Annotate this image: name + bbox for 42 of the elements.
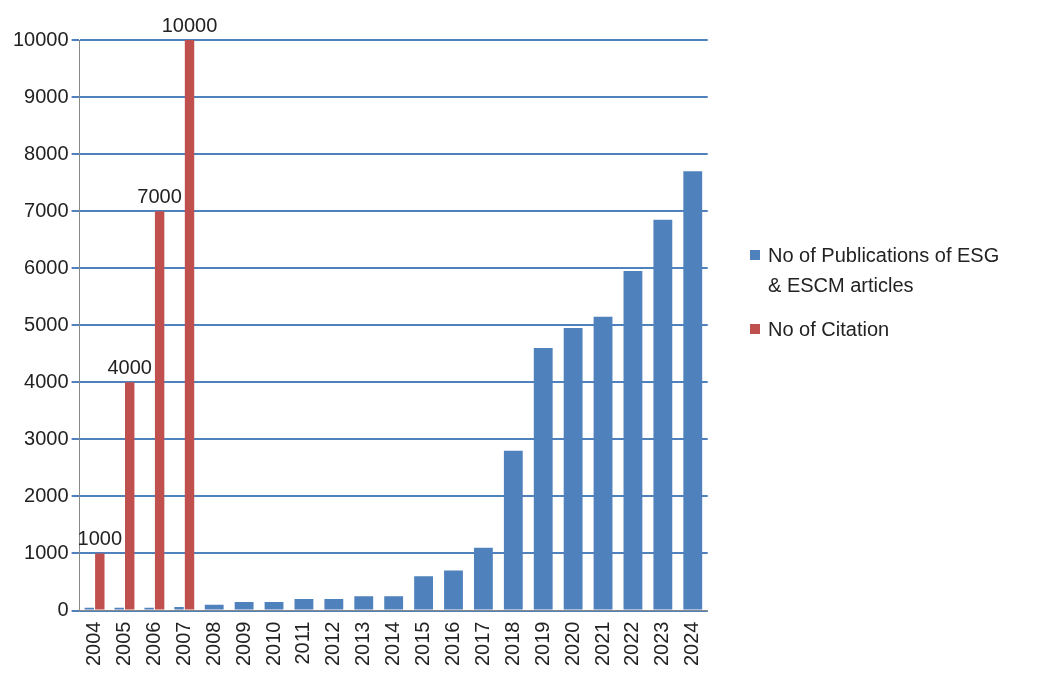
x-tick-label: 2010 xyxy=(261,621,284,667)
x-tick-label: 2004 xyxy=(82,621,105,667)
bar xyxy=(125,382,135,610)
x-tick-label: 2009 xyxy=(231,621,254,667)
y-tick-label: 9000 xyxy=(24,84,69,107)
y-tick-label: 8000 xyxy=(24,141,69,164)
y-tick-label: 10000 xyxy=(12,27,69,50)
x-tick-label: 2011 xyxy=(291,621,314,665)
y-tick-label: 6000 xyxy=(24,255,69,278)
data-label: 4000 xyxy=(107,355,152,378)
y-tick-label: 0 xyxy=(57,598,69,621)
y-tick-label: 2000 xyxy=(24,483,69,506)
x-tick-label: 2016 xyxy=(441,621,463,667)
x-tick-label: 2006 xyxy=(141,621,164,667)
x-tick-label: 2005 xyxy=(112,621,134,667)
data-label: 10000 xyxy=(161,13,218,36)
x-tick-label: 2014 xyxy=(381,621,404,667)
x-tick-label: 2008 xyxy=(201,621,224,667)
y-tick-label: 4000 xyxy=(24,369,69,392)
x-tick-label: 2013 xyxy=(351,621,374,667)
x-tick-label: 2018 xyxy=(500,621,523,667)
data-label: 1000 xyxy=(77,526,123,549)
bar xyxy=(184,40,195,610)
x-tick-label: 2017 xyxy=(470,621,493,667)
legend-label: No of Publications of ESG & ESCM articles xyxy=(768,243,1001,298)
x-tick-label: 2021 xyxy=(590,621,613,667)
y-tick-label: 3000 xyxy=(24,426,69,449)
x-tick-label: 2024 xyxy=(680,621,703,667)
y-tick-label: 7000 xyxy=(24,198,69,221)
legend-label: No of Citation xyxy=(768,317,890,342)
x-tick-label: 2019 xyxy=(530,621,553,667)
bar xyxy=(95,553,105,610)
x-tick-label: 2015 xyxy=(411,621,434,667)
x-tick-label: 2022 xyxy=(620,621,643,667)
x-tick-label: 2020 xyxy=(560,621,583,667)
data-label: 7000 xyxy=(137,184,182,207)
y-tick-label: 1000 xyxy=(24,540,69,563)
x-tick-label: 2012 xyxy=(321,621,344,667)
bar xyxy=(154,211,165,610)
x-tick-label: 2007 xyxy=(171,621,194,667)
y-tick-label: 5000 xyxy=(24,312,69,335)
x-tick-label: 2023 xyxy=(650,621,673,667)
